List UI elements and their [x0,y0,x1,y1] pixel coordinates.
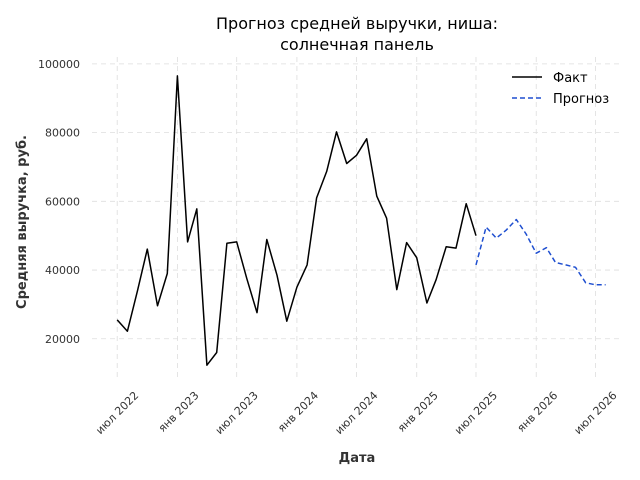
y-tick-label: 80000 [45,127,80,140]
y-tick-labels: 20000 40000 60000 80000 100000 [38,58,80,346]
legend-label-fact: Факт [553,71,588,86]
x-tick-labels: июл 2022 янв 2023 июл 2023 янв 2024 июл 2024… [93,389,619,437]
x-tick-label: июл 2023 [213,389,261,437]
grid [92,57,622,380]
series-layer [116,75,606,366]
x-tick-label: янв 2023 [156,389,202,435]
series-line-forecast [475,218,606,286]
x-tick-label: июл 2022 [93,389,141,437]
y-tick-label: 40000 [45,264,80,277]
chart-title-line2: солнечная панель [280,35,434,54]
y-tick-label: 60000 [45,195,80,208]
x-tick-label: июл 2026 [572,389,620,437]
x-tick-label: июл 2024 [333,389,381,437]
y-tick-label: 100000 [38,58,80,71]
x-tick-label: янв 2026 [515,389,561,435]
x-axis-label: Дата [339,451,376,466]
x-tick-label: янв 2024 [275,389,321,435]
legend-label-forecast: Прогноз [553,92,609,107]
x-tick-label: янв 2025 [395,389,441,435]
legend: Факт Прогноз [512,71,609,107]
x-tick-label: июл 2025 [452,389,500,437]
series-line-fact [116,75,477,366]
y-tick-label: 20000 [45,333,80,346]
y-axis-label: Средняя выручка, руб. [15,135,30,309]
chart-title-line1: Прогноз средней выручки, ниша: [216,14,498,33]
